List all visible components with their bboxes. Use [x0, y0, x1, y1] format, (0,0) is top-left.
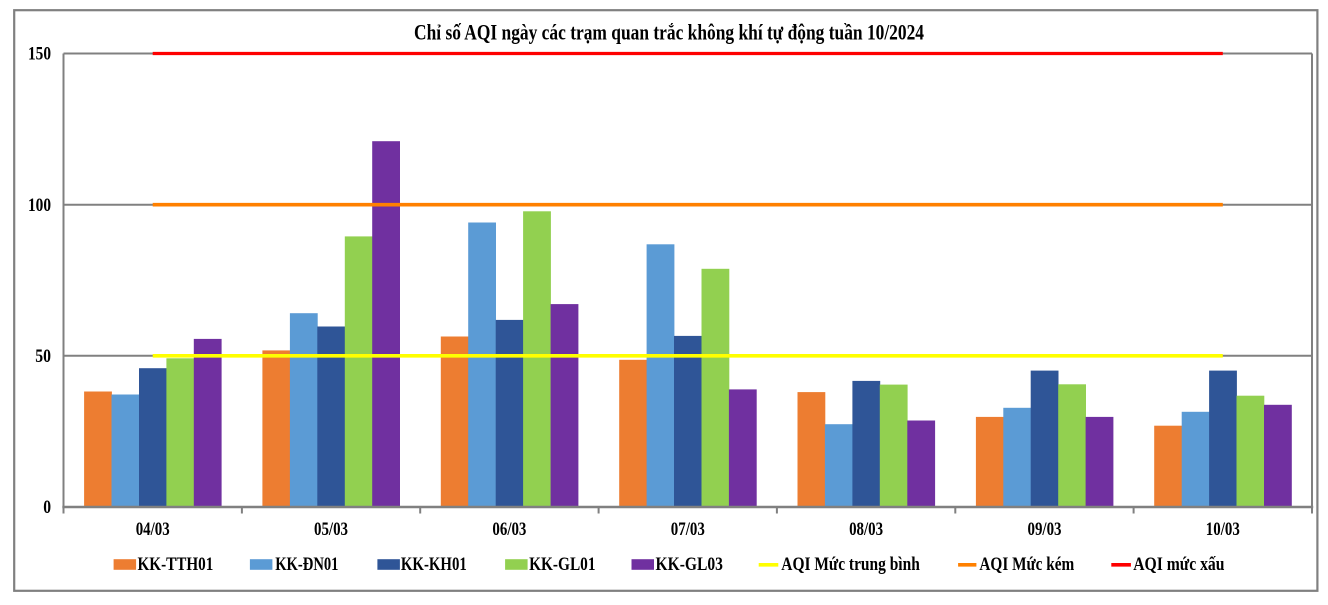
svg-text:08/03: 08/03 [849, 519, 883, 540]
svg-text:KK-ĐN01: KK-ĐN01 [275, 554, 338, 575]
svg-text:09/03: 09/03 [1028, 519, 1062, 540]
svg-text:50: 50 [35, 346, 51, 367]
svg-text:07/03: 07/03 [671, 519, 705, 540]
svg-text:KK-KH01: KK-KH01 [401, 554, 467, 575]
svg-text:10/03: 10/03 [1206, 519, 1240, 540]
svg-text:Chỉ số AQI ngày các trạm quan: Chỉ số AQI ngày các trạm quan trắc không… [414, 20, 924, 45]
svg-text:AQI mức xấu: AQI mức xấu [1133, 554, 1225, 575]
svg-text:AQI Mức trung bình: AQI Mức trung bình [781, 554, 920, 575]
svg-text:04/03: 04/03 [136, 519, 170, 540]
svg-text:100: 100 [28, 195, 51, 216]
svg-text:05/03: 05/03 [314, 519, 348, 540]
svg-text:KK-GL01: KK-GL01 [529, 554, 595, 575]
svg-text:06/03: 06/03 [492, 519, 526, 540]
svg-text:KK-GL03: KK-GL03 [656, 554, 723, 575]
svg-text:0: 0 [43, 497, 51, 518]
svg-text:KK-TTH01: KK-TTH01 [138, 554, 214, 575]
svg-text:AQI Mức kém: AQI Mức kém [979, 554, 1074, 575]
svg-text:150: 150 [28, 44, 51, 65]
